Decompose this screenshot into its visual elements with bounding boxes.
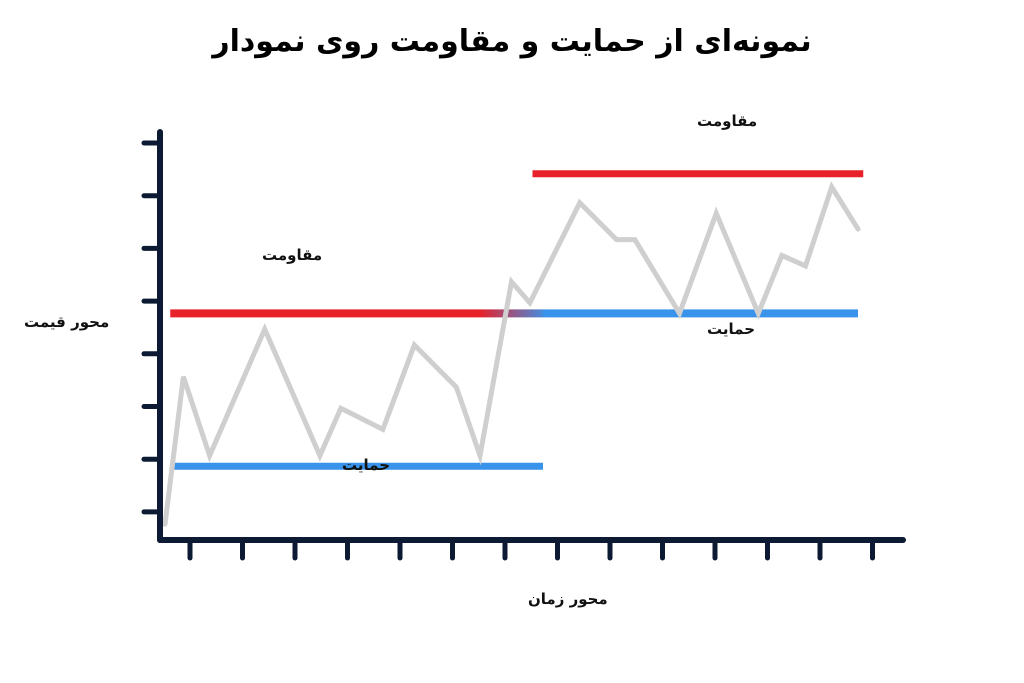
resistance-label-right: مقاومت (697, 112, 758, 130)
chart-title: نمونه‌ای از حمایت و مقاومت روی نمودار (212, 24, 812, 59)
axis-layer (141, 129, 906, 561)
y-axis-label: محور قیمت (24, 313, 110, 331)
levels-layer (170, 170, 864, 470)
price-series-line (162, 181, 861, 527)
support-label-left: حمایت (342, 456, 391, 474)
price-layer (162, 181, 861, 527)
x-axis-label: محور زمان (528, 590, 608, 608)
resistance-line-0 (170, 309, 858, 318)
resistance-label-left: مقاومت (262, 246, 323, 264)
support-label-right: حمایت (707, 320, 756, 338)
